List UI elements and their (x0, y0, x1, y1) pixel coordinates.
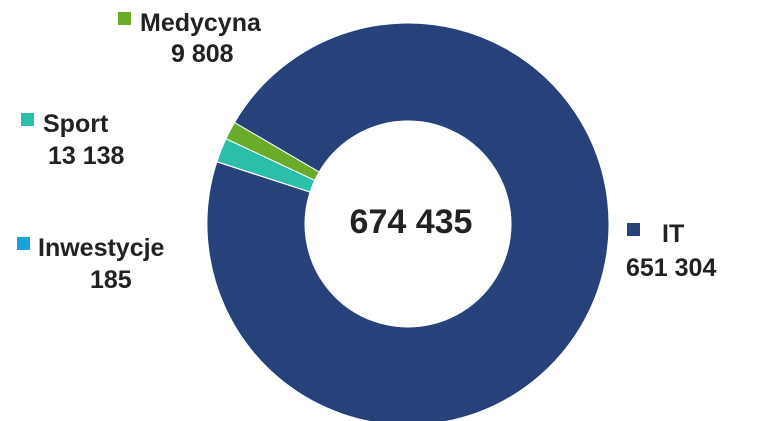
legend-swatch-it (627, 223, 640, 236)
legend-item-medycyna: Medycyna 9 808 (118, 9, 262, 68)
center-total-label: 674 435 (350, 203, 473, 241)
legend-swatch-inwestycje (17, 237, 30, 250)
legend-item-sport: Sport 13 138 (21, 110, 125, 170)
legend-value-it: 651 304 (626, 254, 716, 282)
legend-swatch-sport (21, 113, 34, 126)
legend-label-medycyna: Medycyna (140, 9, 262, 37)
legend-item-inwestycje: Inwestycje 185 (17, 234, 165, 294)
legend-value-inwestycje: 185 (90, 266, 132, 294)
legend-label-sport: Sport (43, 110, 109, 138)
donut-slices (206, 22, 610, 421)
donut-hole (305, 121, 511, 327)
legend-swatch-medycyna (118, 12, 131, 25)
legend-item-it: IT 651 304 (626, 220, 716, 282)
legend-value-sport: 13 138 (48, 142, 125, 170)
legend-label-inwestycje: Inwestycje (38, 234, 165, 262)
legend-value-medycyna: 9 808 (171, 40, 234, 68)
legend-label-it: IT (662, 220, 684, 248)
